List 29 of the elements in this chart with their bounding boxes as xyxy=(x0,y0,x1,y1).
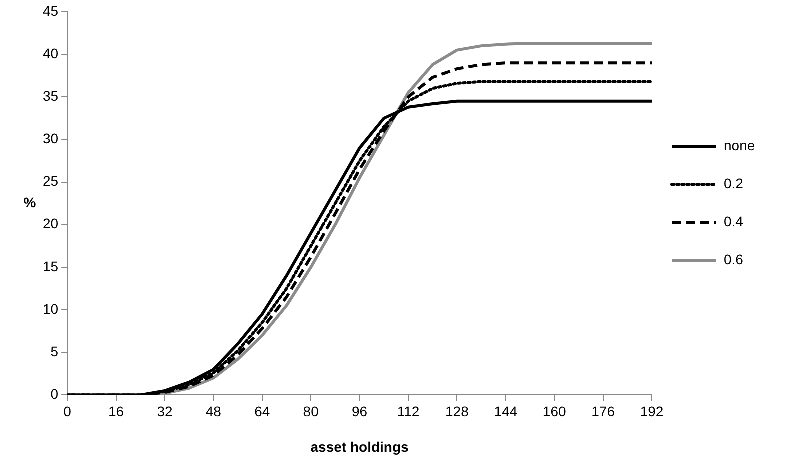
x-tick-label: 32 xyxy=(157,403,173,420)
x-tick-label: 80 xyxy=(303,403,320,420)
y-tick-label: 40 xyxy=(42,45,59,62)
y-tick-label: 25 xyxy=(42,173,59,190)
y-tick-label: 10 xyxy=(42,300,59,317)
y-tick-label: 15 xyxy=(42,258,59,274)
x-tick-label: 16 xyxy=(108,403,124,420)
x-tick-label: 112 xyxy=(397,403,420,420)
x-tick-label: 64 xyxy=(254,403,270,420)
y-tick-label: 30 xyxy=(42,130,59,147)
x-tick-label: 144 xyxy=(494,403,518,420)
x-tick-label: 48 xyxy=(206,403,222,420)
legend-label: 0.6 xyxy=(724,251,744,268)
x-tick-label: 176 xyxy=(592,403,616,420)
y-tick-label: 35 xyxy=(42,88,59,104)
y-tick-label: 20 xyxy=(42,216,59,232)
legend-label: none xyxy=(724,137,756,154)
x-tick-label: 96 xyxy=(352,403,368,420)
x-tick-label: 0 xyxy=(64,403,72,420)
y-tick-label: 0 xyxy=(50,386,59,402)
x-tick-label: 160 xyxy=(542,403,566,420)
y-axis-title: % xyxy=(24,194,37,210)
x-tick-label: 128 xyxy=(446,403,470,420)
legend-label: 0.4 xyxy=(724,213,744,230)
x-tick-label: 192 xyxy=(640,403,664,420)
x-axis-title: asset holdings xyxy=(310,438,410,455)
legend-label: 0.2 xyxy=(724,175,744,192)
y-tick-label: 45 xyxy=(42,2,59,19)
y-tick-label: 5 xyxy=(50,343,59,360)
